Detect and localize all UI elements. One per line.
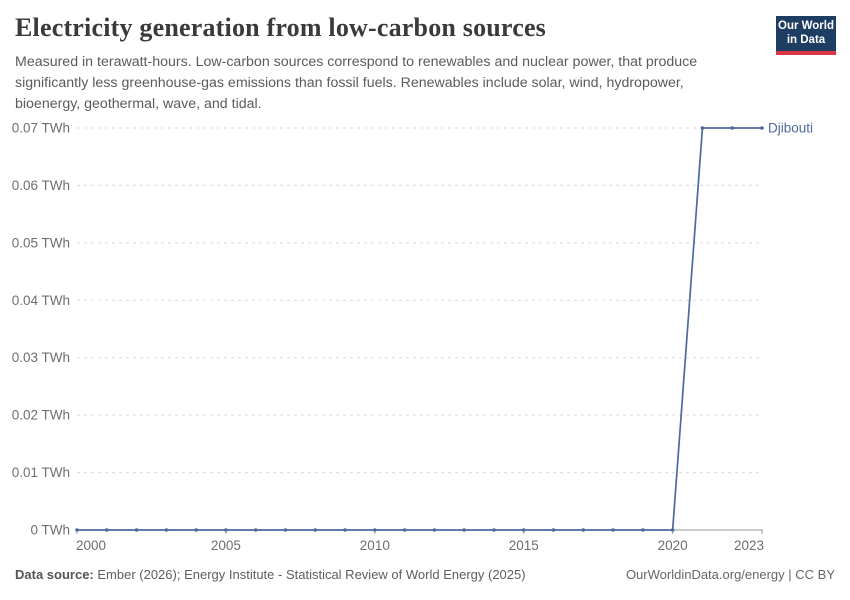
- data-point-marker: [760, 126, 764, 130]
- y-axis-tick-label: 0.02 TWh: [12, 408, 70, 423]
- y-axis-tick-label: 0.07 TWh: [12, 121, 70, 136]
- data-point-marker: [343, 528, 347, 532]
- line-chart-svg: 0 TWh 0.01 TWh 0.02 TWh 0.03 TWh 0.04 TWh 0.0…: [12, 121, 813, 554]
- data-point-marker: [283, 528, 288, 532]
- owid-logo-line1: Our World: [778, 20, 835, 32]
- y-axis-tick-label: 0.05 TWh: [12, 235, 70, 250]
- page-title: Electricity generation from low-carbon s…: [15, 13, 547, 42]
- y-axis-tick-label: 0.03 TWh: [12, 350, 70, 365]
- data-point-marker: [104, 528, 109, 532]
- data-point-marker: [134, 528, 139, 532]
- data-point-marker: [492, 528, 496, 532]
- x-axis-tick-label: 2005: [211, 538, 241, 553]
- data-point-marker: [432, 528, 437, 532]
- x-axis-tick-label: 2020: [658, 538, 688, 553]
- data-point-marker: [462, 528, 466, 532]
- data-point-marker: [730, 126, 735, 130]
- x-axis-tick-label: 2023: [734, 538, 764, 553]
- owid-logo: Our World in Data: [776, 16, 836, 55]
- y-axis-tick-label: 0 TWh: [30, 523, 70, 538]
- credit-link[interactable]: OurWorldinData.org/energy | CC BY: [625, 567, 835, 582]
- chart-footer: Data source: Ember (2026); Energy Instit…: [15, 567, 835, 582]
- data-point-marker: [521, 528, 526, 532]
- x-axis-tick-label: 2010: [360, 538, 390, 553]
- data-point-marker: [313, 528, 318, 532]
- series-entity-label: Djibouti: [768, 121, 813, 136]
- chart-subtitle: Measured in terawatt-hours. Low-carbon s…: [15, 54, 698, 112]
- owid-logo-line2: in Data: [786, 34, 826, 46]
- y-axis-tick-label: 0.01 TWh: [12, 465, 70, 480]
- data-point-marker: [373, 528, 377, 532]
- data-point-marker: [581, 528, 586, 532]
- data-point-marker: [75, 528, 79, 532]
- data-point-marker: [641, 528, 645, 532]
- data-point-marker: [551, 528, 556, 532]
- data-point-marker: [194, 528, 198, 532]
- data-point-marker: [402, 528, 407, 532]
- data-point-marker: [224, 528, 228, 532]
- data-point-marker: [670, 528, 675, 532]
- data-point-marker: [611, 528, 615, 532]
- x-axis-tick-label: 2000: [76, 538, 106, 553]
- data-point-marker: [253, 528, 258, 532]
- data-point-marker: [700, 126, 705, 130]
- y-axis-tick-label: 0.04 TWh: [12, 293, 70, 308]
- data-source-label: Data source:: [15, 567, 94, 582]
- data-source-note: Data source: Ember (2026); Energy Instit…: [15, 567, 526, 582]
- x-axis-tick-label: 2015: [509, 538, 539, 553]
- data-line: [77, 127, 762, 531]
- data-point-marker: [164, 528, 169, 532]
- y-axis-tick-label: 0.06 TWh: [12, 178, 70, 193]
- data-source-text: Ember (2026); Energy Institute - Statist…: [93, 567, 526, 582]
